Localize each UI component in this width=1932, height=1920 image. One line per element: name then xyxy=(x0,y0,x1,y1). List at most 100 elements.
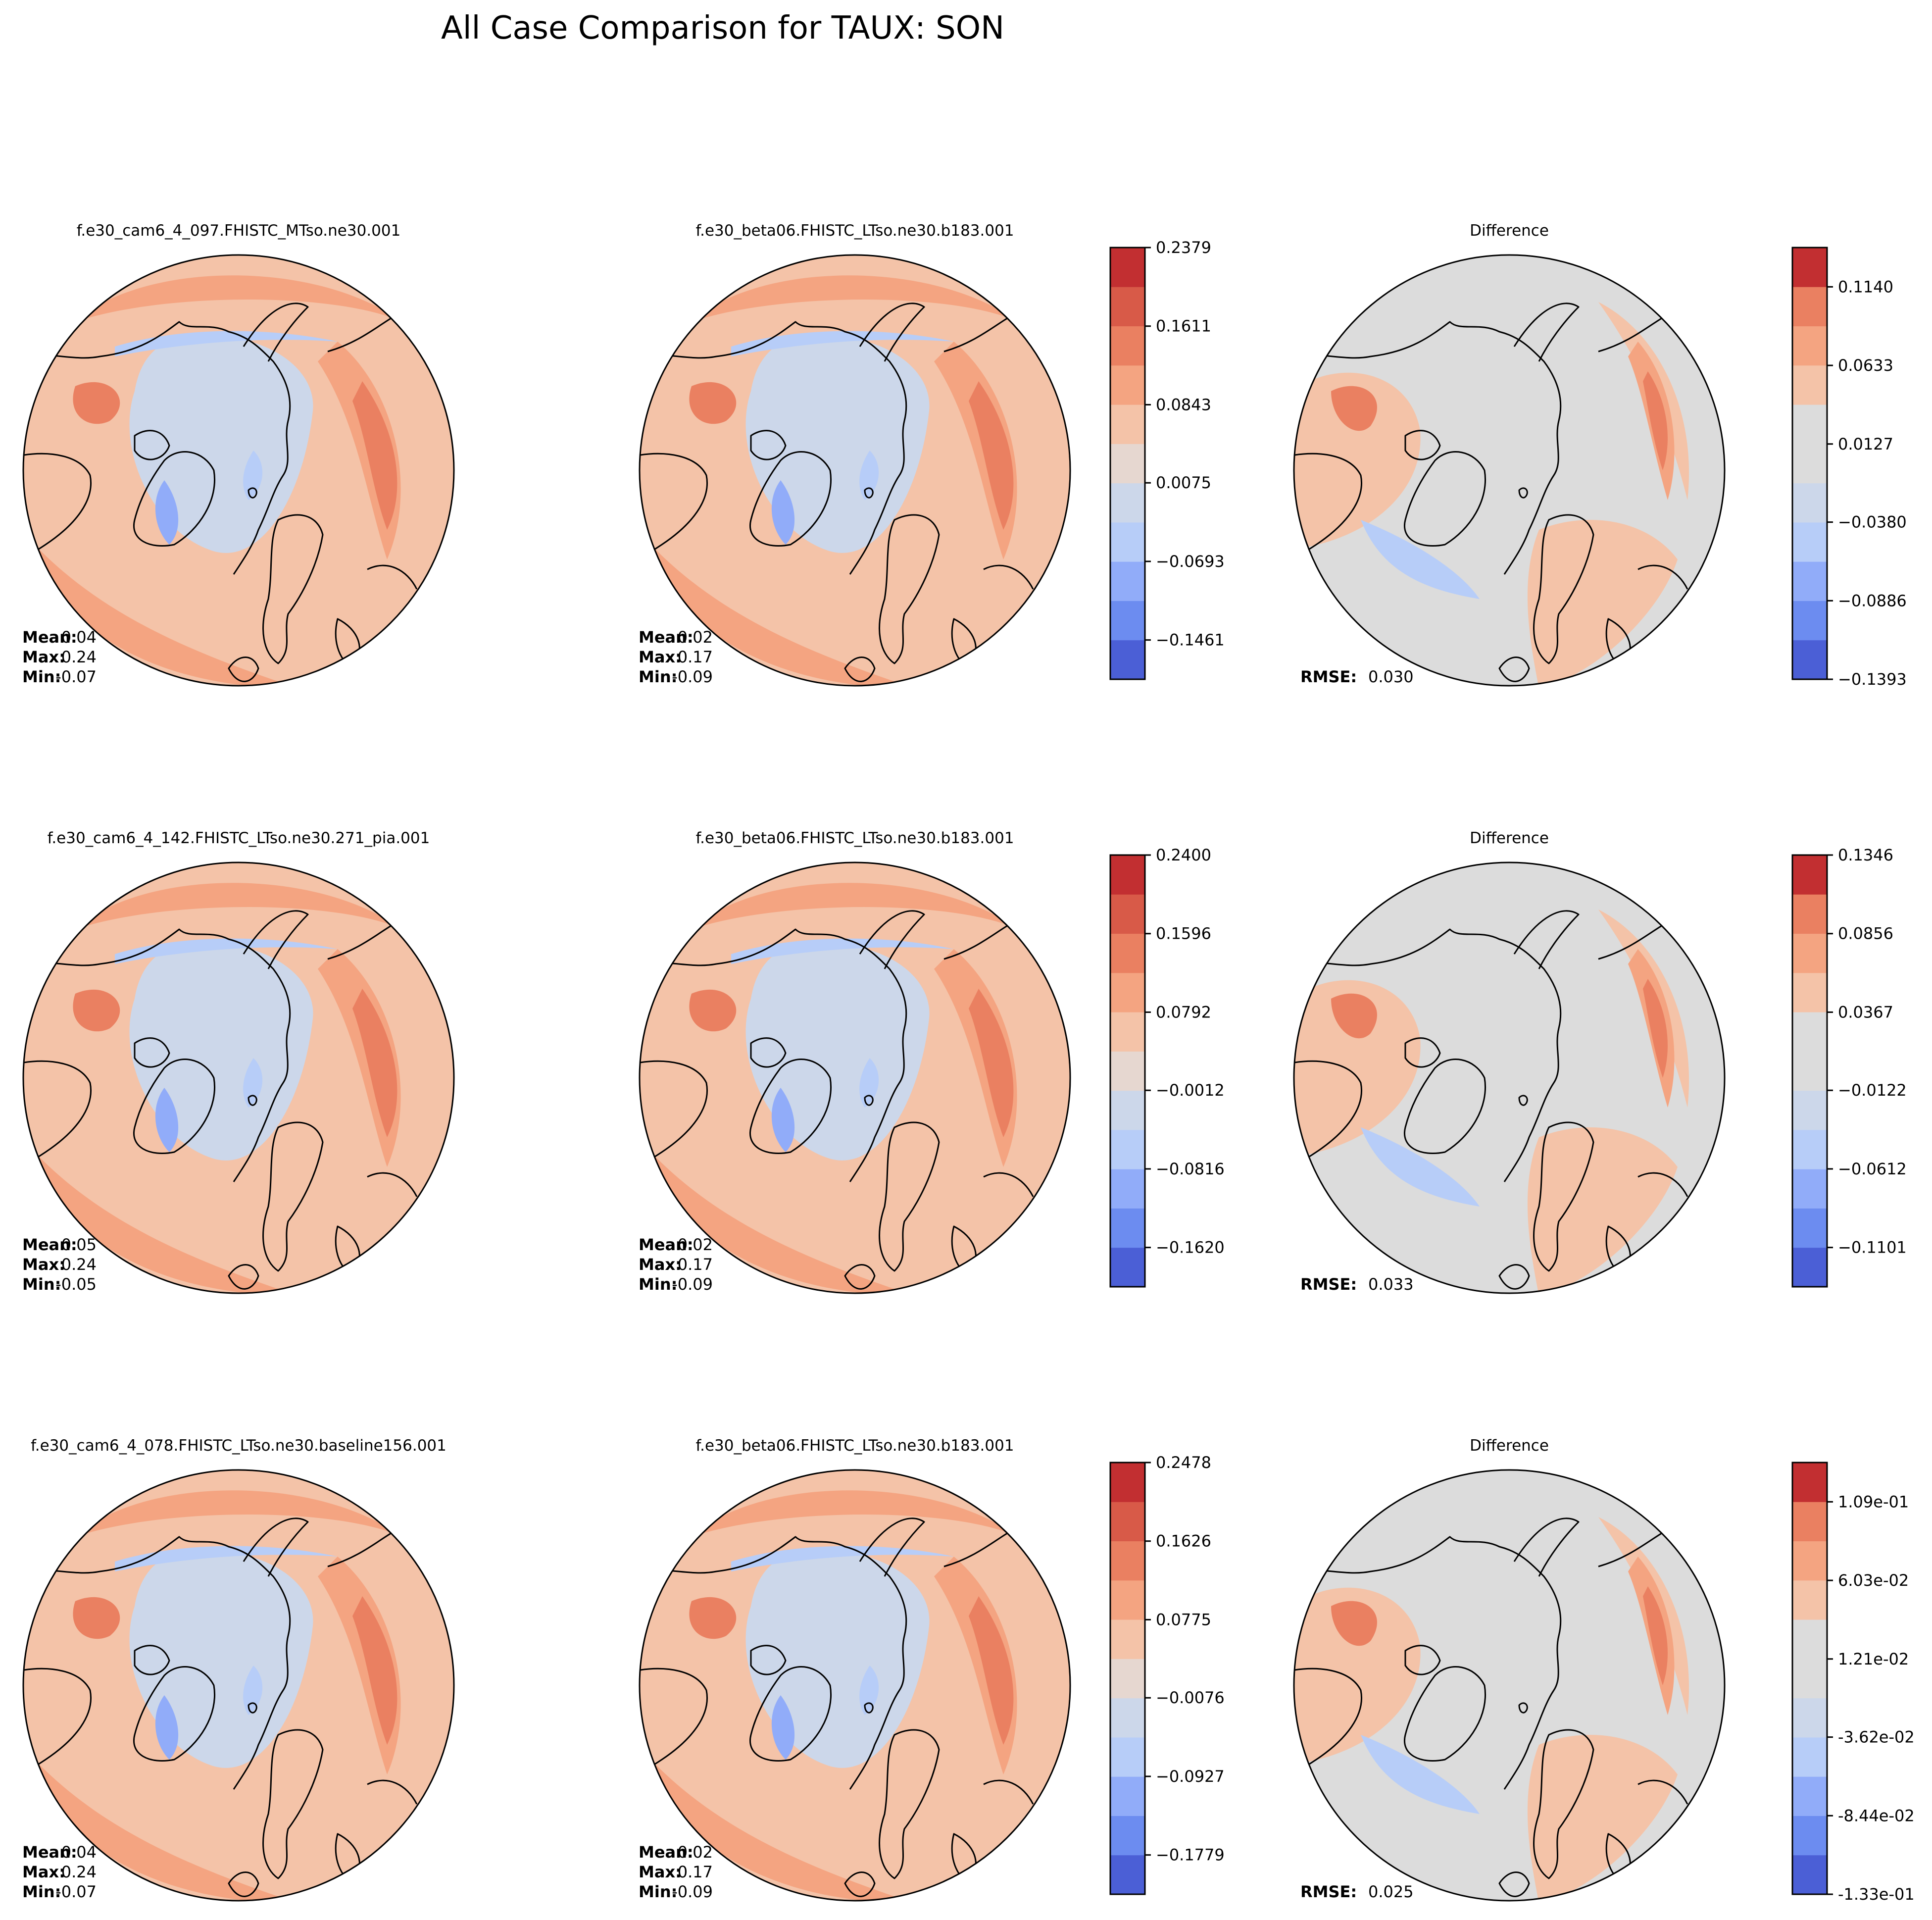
field-band xyxy=(23,1745,298,1901)
stat-value-min: -0.09 xyxy=(672,667,713,686)
greenland-outline xyxy=(1404,1666,1486,1762)
map-boundary xyxy=(1293,1469,1726,1902)
stat-label-min: Min: xyxy=(639,1882,677,1901)
baseline-panel: f.e30_beta06.FHISTC_LTso.ne30.b183.001 Me… xyxy=(639,222,1071,687)
coastline-segment xyxy=(367,1779,418,1805)
colorbar-level xyxy=(1792,1698,1827,1738)
figure-title: All Case Comparison for TAUX: SON xyxy=(441,10,1004,47)
colorbar-frame xyxy=(1791,854,1828,1288)
colorbar-level xyxy=(1792,1051,1827,1091)
stat-label-mean: Mean: xyxy=(639,1843,694,1862)
colorbar-level xyxy=(1792,1169,1827,1209)
field-band xyxy=(1331,993,1377,1039)
colorbar-level xyxy=(1792,1463,1827,1502)
scandinavia-outline xyxy=(1533,1121,1594,1272)
colorbar-level xyxy=(1110,522,1145,562)
colorbar-level xyxy=(1792,601,1827,641)
colorbar-frame xyxy=(1109,854,1146,1288)
stat-label-mean: Mean: xyxy=(22,1235,77,1254)
field-band xyxy=(1361,1127,1480,1207)
map-boundary xyxy=(22,861,455,1294)
panel-title: f.e30_cam6_4_078.FHISTC_LTso.ne30.baseli… xyxy=(31,1437,446,1455)
field-band xyxy=(640,1745,914,1901)
colorbar-frame xyxy=(1109,1462,1146,1895)
colorbar-level xyxy=(1110,1580,1145,1620)
colorbar-level xyxy=(1110,1463,1145,1502)
stat-value-max: 0.24 xyxy=(61,1255,97,1274)
colorbar-level xyxy=(1110,1051,1145,1091)
field-band xyxy=(689,989,737,1032)
field-band xyxy=(1527,1127,1678,1293)
stat-value-mean: 0.02 xyxy=(678,1843,713,1862)
greenland-outline xyxy=(133,1059,215,1155)
stat-value-max: 0.24 xyxy=(61,648,97,666)
colorbar-level xyxy=(1110,640,1145,680)
colorbar-tick-label: 0.2400 xyxy=(1156,846,1211,864)
map-boundary xyxy=(1293,254,1726,687)
field-band xyxy=(73,382,120,424)
coastline-segment xyxy=(1404,1645,1441,1675)
colorbar-level xyxy=(1792,640,1827,680)
colorbar-level xyxy=(1110,1698,1145,1738)
colorbar-level xyxy=(1792,1659,1827,1699)
field-band xyxy=(23,1137,298,1293)
field-band xyxy=(745,944,930,1161)
stat-label-mean: Mean: xyxy=(22,1843,77,1862)
stat-value-mean: 0.02 xyxy=(678,628,713,647)
colorbar-level xyxy=(1110,1816,1145,1856)
colorbar-level xyxy=(1110,1855,1145,1895)
field-band xyxy=(129,944,313,1161)
colorbar-level xyxy=(1792,894,1827,934)
test-case-panel: f.e30_cam6_4_078.FHISTC_LTso.ne30.baseli… xyxy=(22,1437,455,1902)
coastline-segment xyxy=(1637,564,1688,590)
coastline-segment xyxy=(1294,928,1562,1182)
colorbar-level xyxy=(1792,365,1827,405)
colorbar-level xyxy=(1110,972,1145,1012)
map-boundary xyxy=(639,254,1071,687)
map-field xyxy=(1294,1470,1725,1901)
test-case-panel: f.e30_cam6_4_097.FHISTC_MTso.ne30.001 Mea… xyxy=(22,222,455,687)
panel-title: Difference xyxy=(1470,1437,1549,1455)
rmse-label: RMSE: xyxy=(1300,667,1357,686)
field-band xyxy=(692,275,1018,322)
colorbar-tick-label: −0.0380 xyxy=(1838,513,1907,532)
stat-value-min: -0.07 xyxy=(55,667,97,686)
field-band xyxy=(771,1695,795,1760)
colorbar-level xyxy=(1110,561,1145,601)
colorbar-level xyxy=(1792,933,1827,973)
colorbar-level xyxy=(1110,248,1145,287)
coastline-segment xyxy=(844,1871,876,1897)
coastline-segment xyxy=(1404,430,1441,460)
field-band xyxy=(969,381,1014,530)
field-band xyxy=(155,1695,179,1760)
coastline-segment xyxy=(243,910,309,969)
panel-title: f.e30_cam6_4_097.FHISTC_MTso.ne30.001 xyxy=(77,222,401,240)
map-boundary xyxy=(639,861,1071,1294)
colorbar-tick-label: −0.0122 xyxy=(1838,1081,1907,1100)
coastline-segment xyxy=(1404,1037,1441,1068)
coastline-segment xyxy=(864,1702,874,1714)
colorbar-tick-label: −0.1779 xyxy=(1156,1846,1225,1865)
stat-label-min: Min: xyxy=(22,667,61,686)
coastline-segment xyxy=(228,657,259,682)
field-band xyxy=(75,275,402,322)
colorbar-tick-label: -8.44e-02 xyxy=(1838,1806,1915,1825)
panel-title: Difference xyxy=(1470,222,1549,240)
field-band xyxy=(692,1490,1018,1537)
colorbar-tick-label: −0.1101 xyxy=(1838,1238,1907,1257)
field-band xyxy=(23,530,298,686)
scandinavia-outline xyxy=(262,1121,324,1272)
greenland-outline xyxy=(749,1666,832,1762)
colorbar-level xyxy=(1792,483,1827,523)
greenland-outline xyxy=(749,1059,832,1155)
rmse-value: 0.025 xyxy=(1368,1882,1414,1901)
coastline-segment xyxy=(1513,1517,1580,1577)
coastline-segment xyxy=(1518,1702,1528,1714)
colorbar-level xyxy=(1792,1012,1827,1052)
colorbar-level xyxy=(1792,444,1827,484)
difference-panel: Difference RMSE: 0.025 xyxy=(1293,1437,1726,1902)
colorbar-level xyxy=(1792,1090,1827,1130)
colorbar-level xyxy=(1792,855,1827,895)
colorbar-tick-label: 0.0775 xyxy=(1156,1610,1211,1629)
